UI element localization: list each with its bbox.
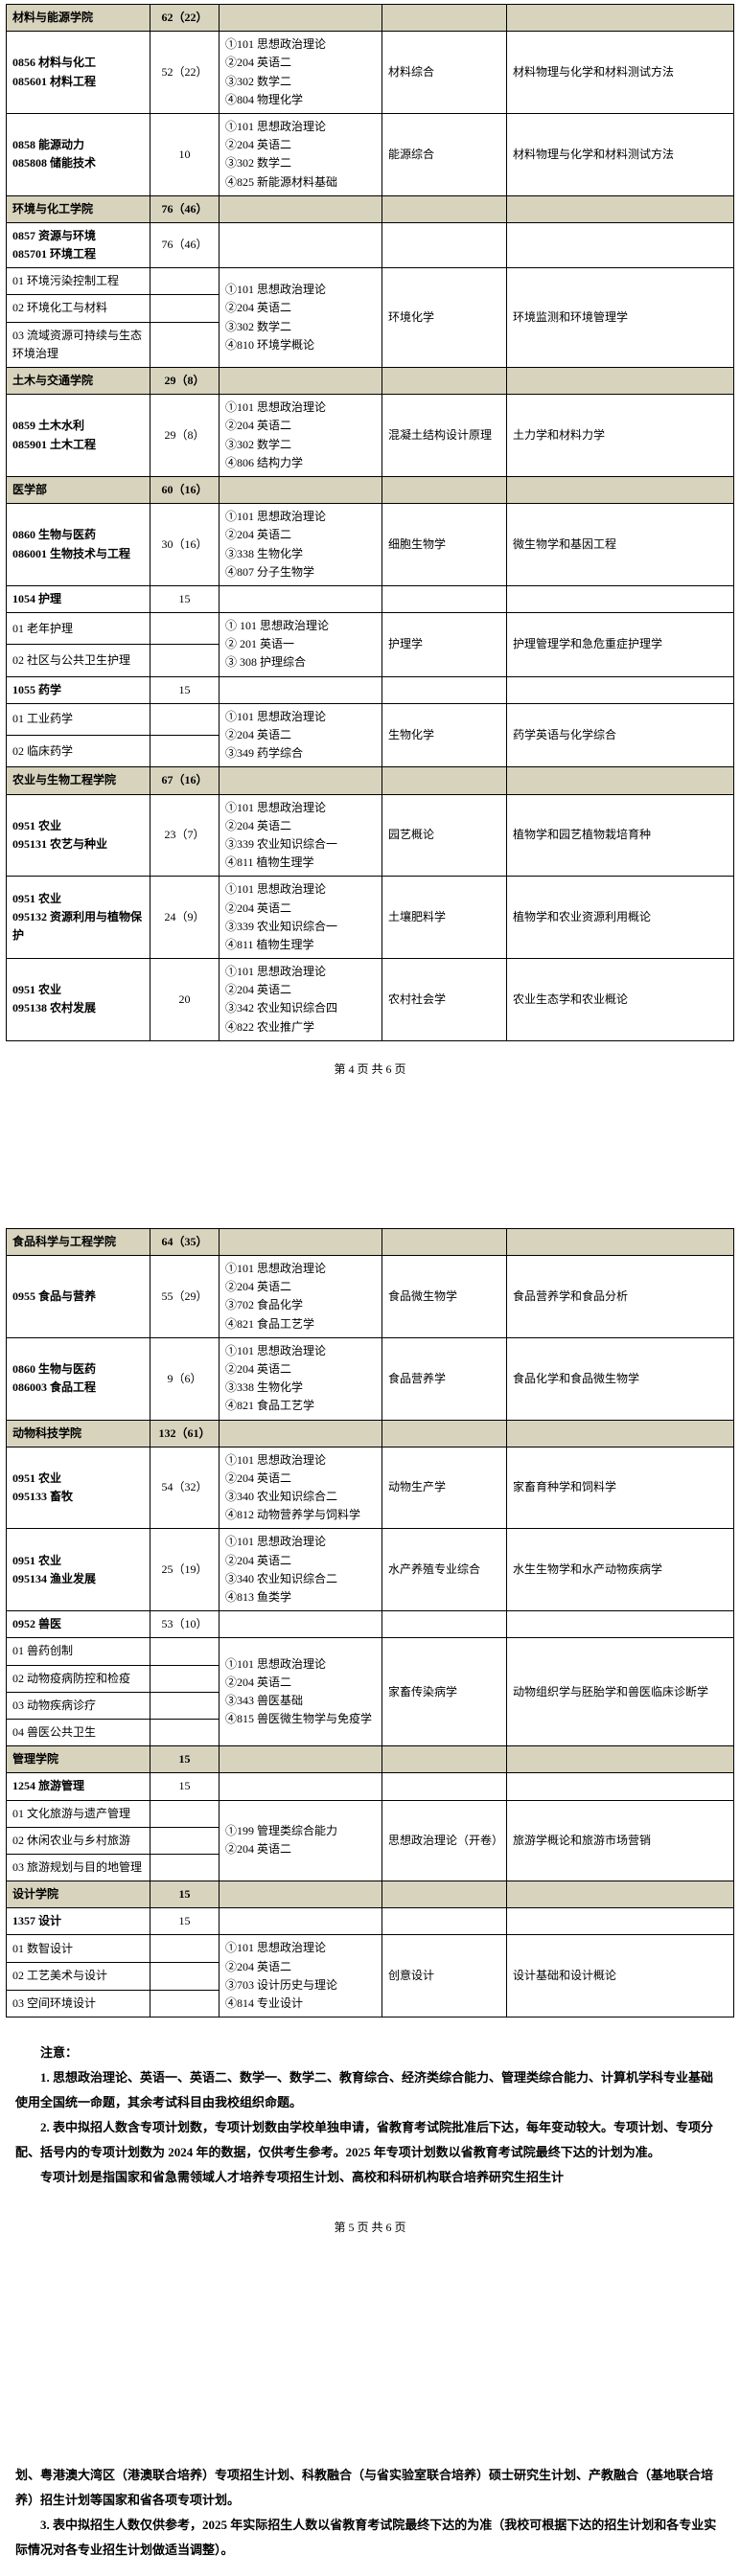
page-break-2 bbox=[0, 2296, 740, 2382]
post-note-2: 3. 表中拟招生人数仅供参考，2025 年实际招生人数以省教育考试院最终下达的为… bbox=[15, 2513, 725, 2563]
row-tour-01: 01 文化旅游与遗产管理 ①199 管理类综合能力②204 英语二 思想政治理论… bbox=[7, 1800, 734, 1827]
note-3: 专项计划是指国家和省急需领域人才培养专项招生计划、高校和科研机构联合培养研究生招… bbox=[15, 2165, 725, 2190]
row-095132: 0951 农业095132 资源利用与植物保护 24（9） ①101 思想政治理… bbox=[7, 877, 734, 959]
page-5: 食品科学与工程学院 64（35） 0955 食品与营养 55（29） ①101 … bbox=[0, 1224, 740, 2296]
section-civil: 土木与交通学院 29（8） bbox=[7, 368, 734, 395]
page-footer-4: 第 4 页 共 6 页 bbox=[6, 1041, 734, 1134]
row-095133: 0951 农业095133 畜牧 54（32） ①101 思想政治理论②204 … bbox=[7, 1447, 734, 1529]
section-count: 62（22） bbox=[150, 5, 220, 32]
section-medical: 医学部 60（16） bbox=[7, 476, 734, 503]
note-1: 1. 思想政治理论、英语一、英语二、数学一、数学二、教育综合、经济类综合能力、管… bbox=[15, 2065, 725, 2115]
section-design: 设计学院 15 bbox=[7, 1881, 734, 1908]
row-nurse-01: 01 老年护理 ① 101 思想政治理论② 201 英语一③ 308 护理综合 … bbox=[7, 613, 734, 645]
section-materials: 材料与能源学院 62（22） bbox=[7, 5, 734, 32]
row-0857: 0857 资源与环境085701 环境工程 76（46） bbox=[7, 222, 734, 267]
row-0856: 0856 材料与化工085601 材料工程 52（22） ①101 思想政治理论… bbox=[7, 32, 734, 114]
section-food: 食品科学与工程学院 64（35） bbox=[7, 1228, 734, 1255]
notes-block: 注意： 1. 思想政治理论、英语一、英语二、数学一、数学二、教育综合、经济类综合… bbox=[6, 2017, 734, 2200]
row-pharm-01: 01 工业药学 ①101 思想政治理论②204 英语二③349 药学综合 生物化… bbox=[7, 703, 734, 735]
row-vet-01: 01 兽药创制 ①101 思想政治理论②204 英语二③343 兽医基础④815… bbox=[7, 1638, 734, 1665]
exam-subjects: ①101 思想政治理论②204 英语二③302 数学二④804 物理化学 bbox=[220, 32, 382, 114]
section-agri: 农业与生物工程学院 67（16） bbox=[7, 767, 734, 794]
row-0859: 0859 土木水利085901 土木工程 29（8） ①101 思想政治理论②2… bbox=[7, 395, 734, 477]
section-animal: 动物科技学院 132（61） bbox=[7, 1420, 734, 1447]
row-0955: 0955 食品与营养 55（29） ①101 思想政治理论②204 英语二③70… bbox=[7, 1256, 734, 1338]
page-break bbox=[0, 1138, 740, 1224]
notes-title: 注意： bbox=[15, 2040, 725, 2065]
post-notes: 划、粤港澳大湾区（港澳联合培养）专项招生计划、科教融合（与省实验室联合培养）硕士… bbox=[6, 2386, 734, 2572]
row-0952: 0952 兽医 53（10） bbox=[7, 1611, 734, 1638]
retest: 材料综合 bbox=[382, 32, 507, 114]
page-footer-5: 第 5 页 共 6 页 bbox=[6, 2200, 734, 2292]
admissions-table-p4: 材料与能源学院 62（22） 0856 材料与化工085601 材料工程 52（… bbox=[6, 4, 734, 1041]
row-086003: 0860 生物与医药086003 食品工程 9（6） ①101 思想政治理论②2… bbox=[7, 1337, 734, 1420]
row-1054: 1054 护理 15 bbox=[7, 585, 734, 612]
row-1055: 1055 药学 15 bbox=[7, 676, 734, 703]
page-4: 材料与能源学院 62（22） 0856 材料与化工085601 材料工程 52（… bbox=[0, 0, 740, 1138]
note-2: 2. 表中拟招人数含专项计划数，专项计划数由学校单独申请，省教育考试院批准后下达… bbox=[15, 2115, 725, 2165]
row-design-01: 01 数智设计 ①101 思想政治理论②204 英语二③703 设计历史与理论④… bbox=[7, 1935, 734, 1963]
post-note-1: 划、粤港澳大湾区（港澳联合培养）专项招生计划、科教融合（与省实验室联合培养）硕士… bbox=[15, 2463, 725, 2513]
row-095138: 0951 农业095138 农村发展 20 ①101 思想政治理论②204 英语… bbox=[7, 959, 734, 1041]
section-name: 材料与能源学院 bbox=[7, 5, 150, 32]
admissions-table-p5: 食品科学与工程学院 64（35） 0955 食品与营养 55（29） ①101 … bbox=[6, 1228, 734, 2017]
row-env-01: 01 环境污染控制工程 ①101 思想政治理论②204 英语二③302 数学二④… bbox=[7, 268, 734, 295]
add-test: 材料物理与化学和材料测试方法 bbox=[507, 32, 734, 114]
section-env: 环境与化工学院 76（46） bbox=[7, 195, 734, 222]
row-0858: 0858 能源动力085808 储能技术 10 ①101 思想政治理论②204 … bbox=[7, 113, 734, 195]
page-6-top: 划、粤港澳大湾区（港澳联合培养）专项招生计划、科教融合（与省实验室联合培养）硕士… bbox=[0, 2382, 740, 2576]
enroll-count: 52（22） bbox=[150, 32, 220, 114]
row-095131: 0951 农业095131 农艺与种业 23（7） ①101 思想政治理论②20… bbox=[7, 794, 734, 877]
major-code: 0856 材料与化工085601 材料工程 bbox=[7, 32, 150, 114]
section-mgmt: 管理学院 15 bbox=[7, 1746, 734, 1773]
row-1254: 1254 旅游管理 15 bbox=[7, 1773, 734, 1800]
row-1357: 1357 设计 15 bbox=[7, 1908, 734, 1935]
row-095134: 0951 农业095134 渔业发展 25（19） ①101 思想政治理论②20… bbox=[7, 1529, 734, 1611]
row-0860: 0860 生物与医药086001 生物技术与工程 30（16） ①101 思想政… bbox=[7, 504, 734, 586]
